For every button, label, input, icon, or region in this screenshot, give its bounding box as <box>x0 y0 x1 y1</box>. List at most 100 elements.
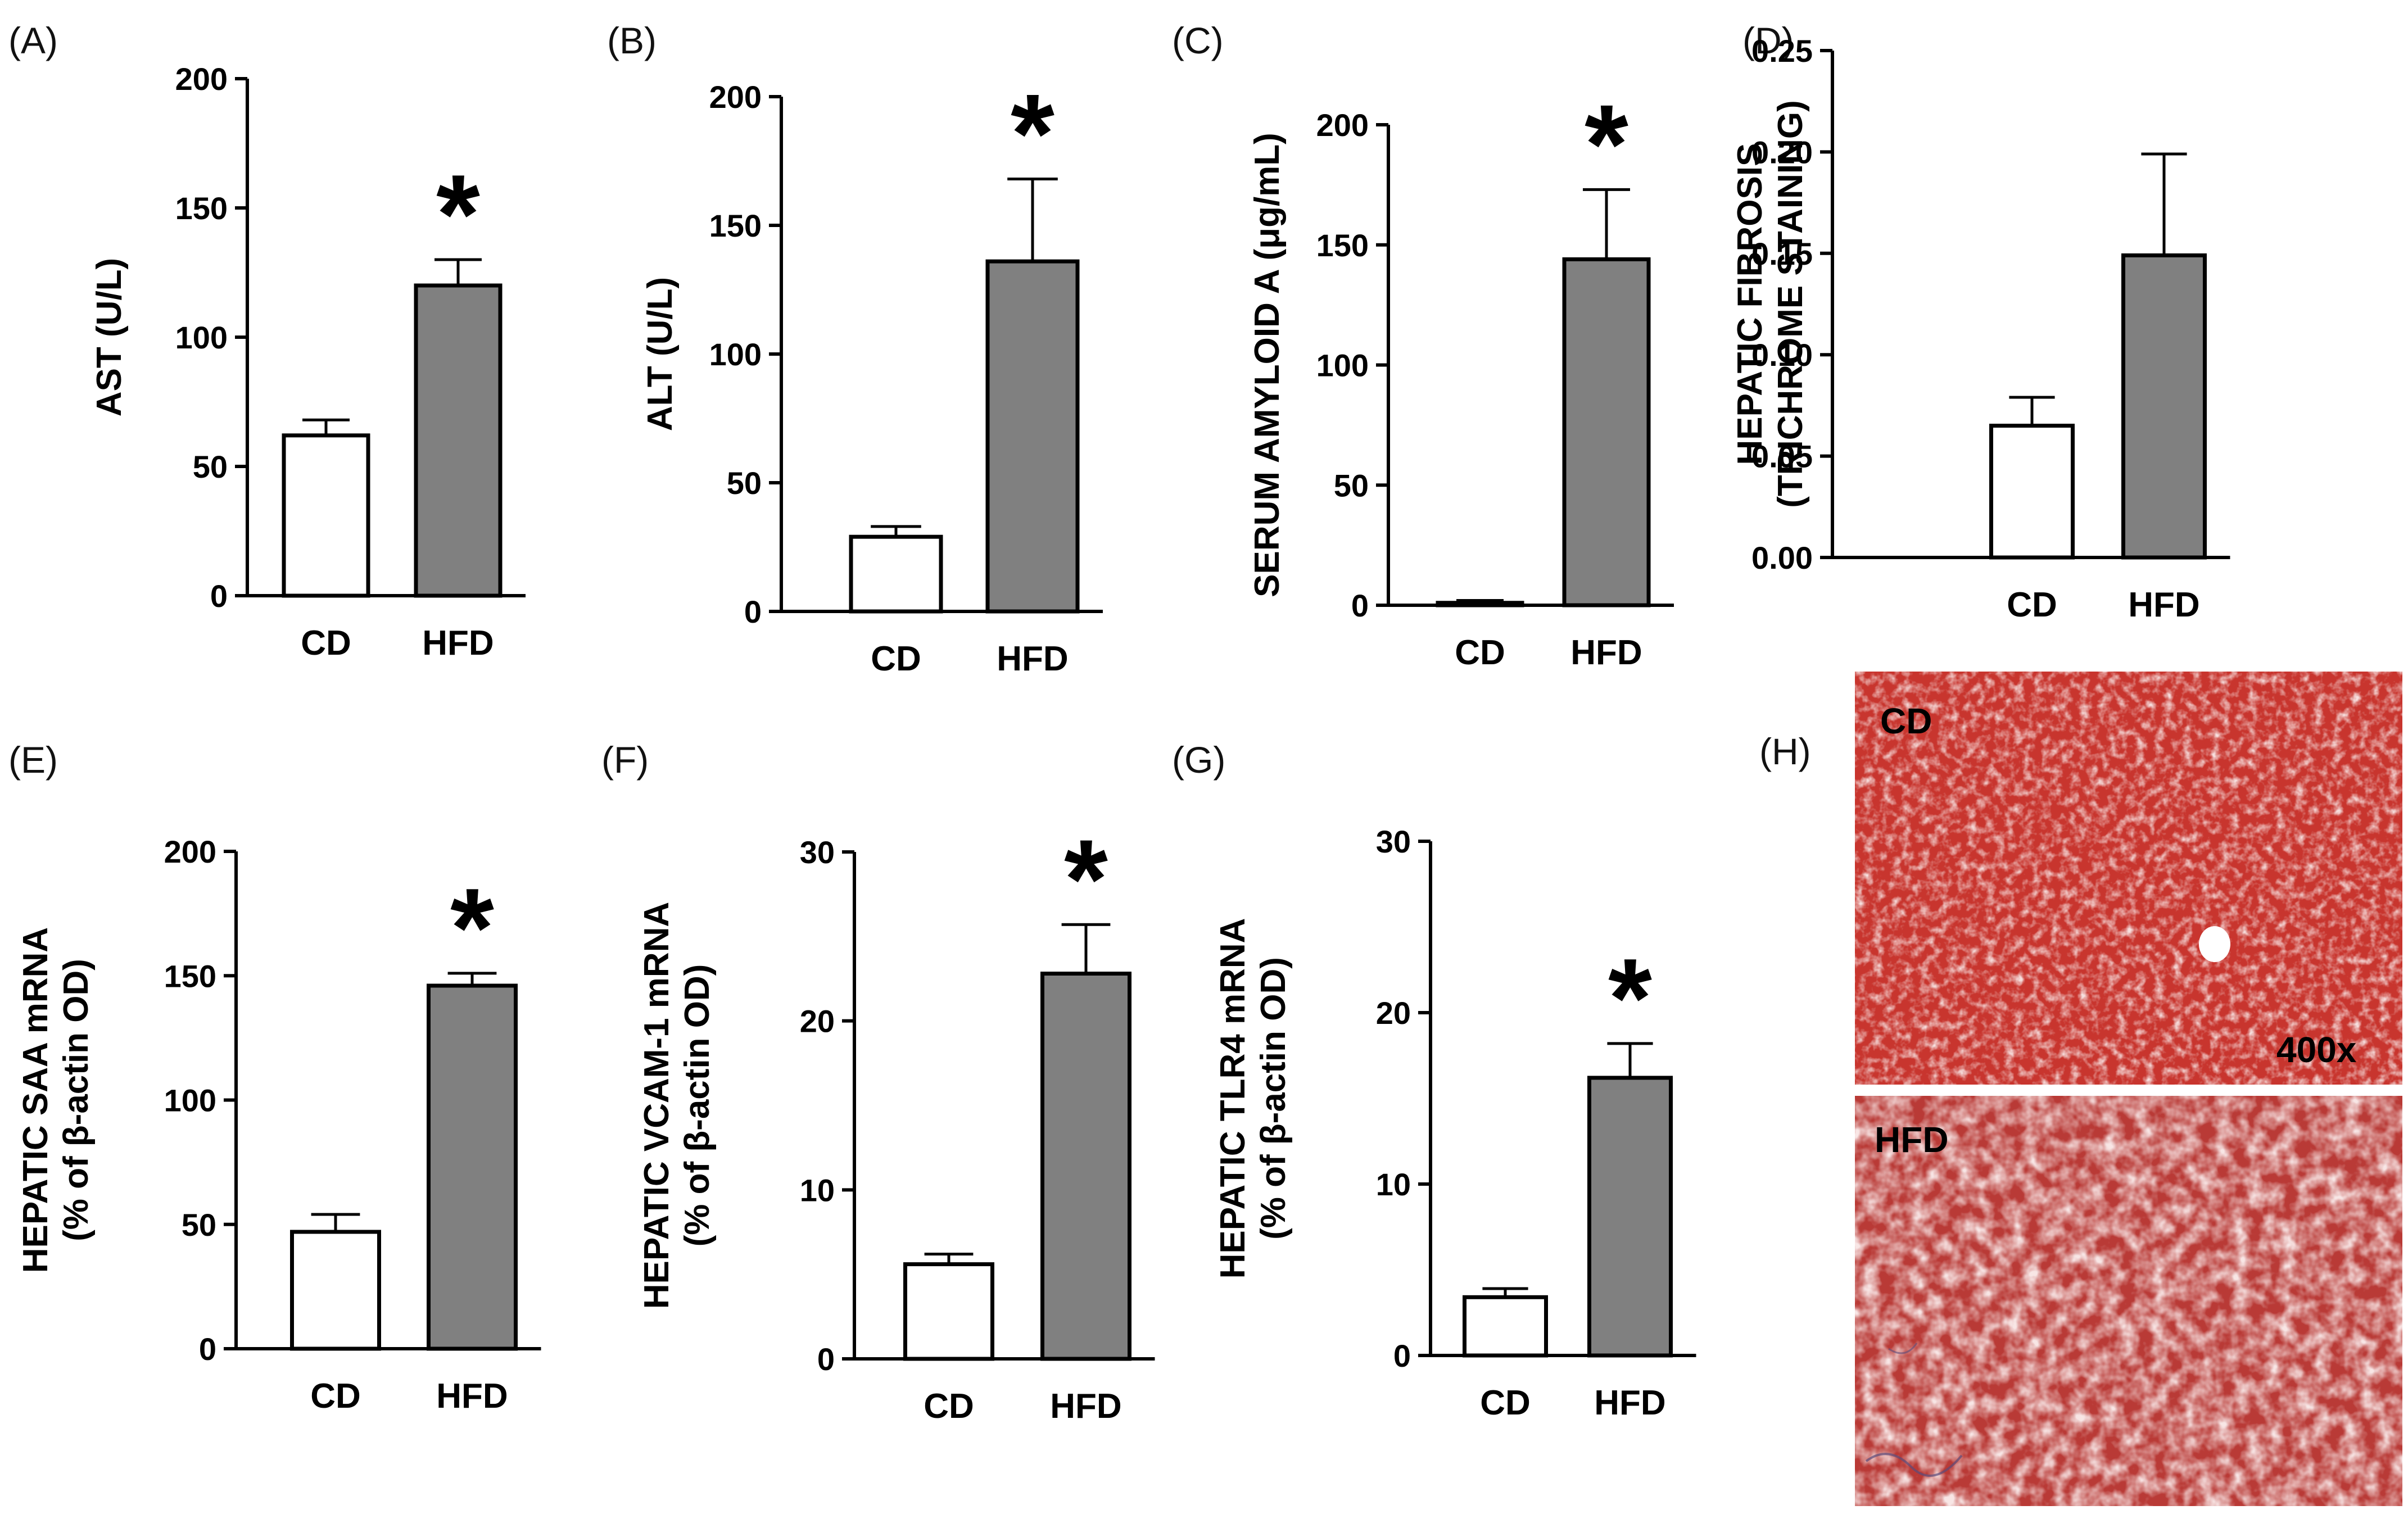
y-axis-title: (% of β-actin OD) <box>678 964 717 1247</box>
y-axis-title: (% of β-actin OD) <box>1254 957 1293 1240</box>
panel-label: (F) <box>601 739 649 781</box>
bar-cd <box>1989 423 2075 560</box>
bar-hfd <box>1587 1076 1673 1358</box>
micrograph-cd-label: CD <box>1880 701 1932 741</box>
panel-label: (A) <box>8 20 58 61</box>
category-label: HFD <box>1594 1384 1665 1422</box>
y-tick-label: 200 <box>164 834 216 869</box>
category-label: HFD <box>2128 586 2199 624</box>
bar-cd <box>849 534 943 614</box>
chart-panel-g: (G) CD * HFD 0 10 20 30 HEPATIC TLR4 mRNA (% of β… <box>1172 739 1696 1422</box>
category-label: CD <box>2007 586 2057 624</box>
y-tick-label: 30 <box>1376 824 1411 859</box>
y-tick-label: 0.15 <box>1751 236 1813 271</box>
y-axis-title: ALT (U/L) <box>641 277 680 431</box>
panel-label: (G) <box>1172 739 1225 781</box>
y-tick-label: 100 <box>164 1083 216 1118</box>
category-label: HFD <box>1570 633 1642 672</box>
category-label: CD <box>301 624 351 663</box>
y-axis-title: HEPATIC SAA mRNA <box>16 927 55 1273</box>
panel-label-h: (H) <box>1759 731 1811 772</box>
y-tick-label: 200 <box>709 79 762 115</box>
y-tick-label: 0.05 <box>1751 439 1813 474</box>
y-tick-label: 100 <box>1316 348 1369 383</box>
significance-star: * <box>1608 936 1652 1061</box>
chart-panel-a: (A) CD * HFD 0 50 100 150 200 AST (U/L) <box>8 20 526 663</box>
y-tick-label: 20 <box>1376 995 1411 1031</box>
micrograph-panel: (H) CD 400x HFD <box>1759 672 2402 1506</box>
y-axis-title: HEPATIC TLR4 mRNA <box>1214 918 1252 1279</box>
bar-hfd <box>414 283 503 598</box>
y-tick-label: 150 <box>164 958 216 994</box>
bar-cd <box>1463 1295 1548 1358</box>
micrograph-hfd: HFD <box>1855 1096 2402 1506</box>
chart-panel-f: (F) CD * HFD 0 10 20 30 HEPATIC VCAM-1 mRNA (% of… <box>601 739 1155 1426</box>
y-tick-label: 100 <box>709 337 762 372</box>
y-tick-label: 0.10 <box>1751 337 1813 373</box>
category-label: CD <box>871 640 921 678</box>
y-axis-title: SERUM AMYLOID A (μg/mL) <box>1248 133 1287 597</box>
y-tick-label: 50 <box>1334 468 1369 503</box>
y-axis-title: HEPATIC FIBROSIS <box>1731 143 1769 465</box>
significance-star: * <box>1011 71 1054 197</box>
bar-hfd <box>427 983 518 1351</box>
significance-star: * <box>1064 817 1108 942</box>
chart-panel-b: (B) CD * HFD 0 50 100 150 200 ALT (U/L) <box>607 20 1103 678</box>
y-tick-label: 0 <box>210 578 228 614</box>
bar-cd <box>903 1262 994 1361</box>
y-tick-label: 50 <box>193 449 228 484</box>
significance-star: * <box>1585 81 1628 207</box>
y-axis-title: (TRICHROME STAINING) <box>1771 100 1810 508</box>
category-label: CD <box>924 1387 974 1426</box>
bar-cd <box>282 433 370 598</box>
significance-star: * <box>436 152 480 277</box>
y-tick-label: 0.25 <box>1751 33 1813 69</box>
y-tick-label: 200 <box>175 61 228 97</box>
magnification-label: 400x <box>2276 1030 2357 1070</box>
y-tick-label: 0 <box>744 594 762 629</box>
y-tick-label: 0 <box>817 1341 835 1377</box>
bar-hfd <box>985 259 1080 614</box>
panel-label: (E) <box>8 739 58 781</box>
y-tick-label: 50 <box>727 465 762 501</box>
bar-cd <box>290 1230 381 1351</box>
category-label: CD <box>1455 633 1505 672</box>
y-tick-label: 0 <box>199 1331 216 1367</box>
y-tick-label: 150 <box>709 208 762 243</box>
y-tick-label: 50 <box>182 1207 216 1243</box>
y-axis-title: HEPATIC VCAM-1 mRNA <box>637 902 676 1309</box>
y-tick-label: 0.20 <box>1751 134 1813 170</box>
central-vein <box>2199 926 2230 962</box>
y-tick-label: 10 <box>1376 1167 1411 1202</box>
micrograph-cd: CD 400x <box>1855 672 2402 1085</box>
bar-hfd <box>2121 253 2207 560</box>
chart-panel-c: (C) CD * HFD 0 50 100 150 200 SERUM AMYLOID A (μg… <box>1172 20 1674 672</box>
category-label: CD <box>310 1377 361 1416</box>
y-tick-label: 30 <box>800 835 835 870</box>
micrograph-hfd-label: HFD <box>1875 1119 1949 1160</box>
bar-hfd <box>1040 971 1131 1361</box>
y-tick-label: 0 <box>1351 588 1369 623</box>
category-label: CD <box>1480 1384 1531 1422</box>
category-label: HFD <box>422 624 494 663</box>
panel-label: (D) <box>1742 20 1794 61</box>
category-label: HFD <box>1050 1387 1121 1426</box>
panel-label: (B) <box>607 20 657 61</box>
y-tick-label: 0.00 <box>1751 540 1813 575</box>
y-tick-label: 150 <box>1316 228 1369 263</box>
y-axis-title: AST (U/L) <box>90 258 129 416</box>
y-tick-label: 20 <box>800 1004 835 1039</box>
y-axis-title: (% of β-actin OD) <box>57 959 96 1241</box>
category-label: HFD <box>436 1377 508 1416</box>
significance-star: * <box>450 865 494 991</box>
y-tick-label: 150 <box>175 191 228 226</box>
panel-label: (C) <box>1172 20 1224 61</box>
y-tick-label: 200 <box>1316 107 1369 143</box>
y-tick-label: 10 <box>800 1172 835 1208</box>
y-tick-label: 100 <box>175 320 228 355</box>
chart-panel-e: (E) CD * HFD 0 50 100 150 200 HEPATIC SAA mRNA (% … <box>8 739 541 1416</box>
y-tick-label: 0 <box>1393 1338 1411 1373</box>
category-label: HFD <box>997 640 1068 678</box>
